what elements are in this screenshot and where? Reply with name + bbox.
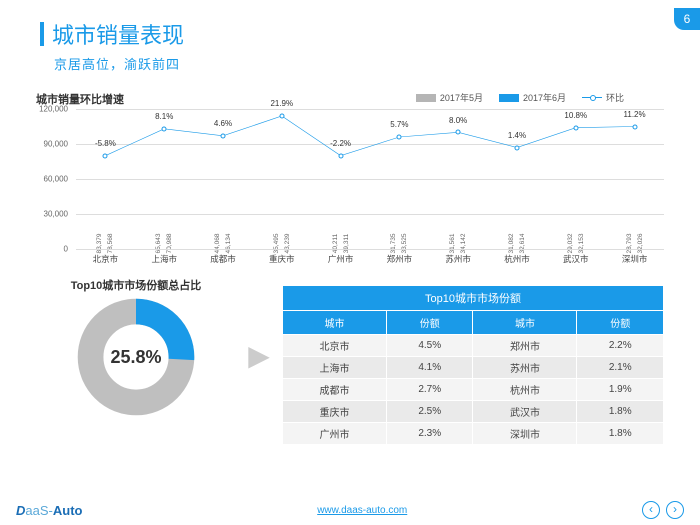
table-main-header: Top10城市市场份额 (283, 286, 664, 311)
line-point (397, 135, 402, 140)
line-point (103, 153, 108, 158)
donut-chart: 25.8% (76, 297, 196, 417)
table-row: 北京市4.5%郑州市2.2% (283, 335, 664, 357)
x-label: 武汉市 (546, 253, 605, 265)
pct-label: 1.4% (508, 131, 526, 140)
x-label: 深圳市 (605, 253, 664, 265)
pct-label: 8.1% (155, 112, 173, 121)
nav-next-icon[interactable]: › (666, 501, 684, 519)
title-accent-bar (40, 22, 44, 46)
line-point (632, 124, 637, 129)
table-row: 广州市2.3%深圳市1.8% (283, 423, 664, 445)
pct-label: 5.7% (390, 120, 408, 129)
table-col-header: 城市 (473, 311, 577, 335)
pct-label: 8.0% (449, 116, 467, 125)
legend-line-icon (582, 97, 602, 98)
legend-label-line: 环比 (606, 91, 624, 104)
legend-label-s2: 2017年6月 (523, 91, 566, 104)
page-number: 6 (674, 8, 700, 30)
nav-prev-icon[interactable]: ‹ (642, 501, 660, 519)
x-axis-labels: 北京市上海市成都市重庆市广州市郑州市苏州市杭州市武汉市深圳市 (76, 253, 664, 265)
legend-swatch-s2 (499, 94, 519, 102)
legend-label-s1: 2017年5月 (440, 91, 483, 104)
table-col-header: 份额 (386, 311, 473, 335)
footer-url[interactable]: www.daas-auto.com (317, 505, 407, 516)
chart-plot: 83,37978,568-5.8%65,64370,9888.1%44,0684… (76, 109, 664, 249)
chart-legend: 2017年5月 2017年6月 环比 (416, 91, 624, 104)
pct-label: 11.2% (624, 110, 646, 119)
bar-line-chart: 城市销量环比增速 2017年5月 2017年6月 环比 030,00060,00… (36, 91, 664, 271)
line-point (338, 153, 343, 158)
x-label: 北京市 (76, 253, 135, 265)
table-row: 上海市4.1%苏州市2.1% (283, 357, 664, 379)
line-point (220, 133, 225, 138)
logo: DaaS-Auto (16, 503, 82, 518)
table-row: 成都市2.7%杭州市1.9% (283, 379, 664, 401)
pct-label: 21.9% (270, 99, 293, 108)
slide-subtitle: 京居高位，渝跃前四 (54, 54, 700, 73)
x-label: 杭州市 (488, 253, 547, 265)
slide-footer: DaaS-Auto www.daas-auto.com ‹ › (0, 501, 700, 519)
line-point (456, 130, 461, 135)
table-col-header: 城市 (283, 311, 387, 335)
market-share-table: Top10城市市场份额城市份额城市份额北京市4.5%郑州市2.2%上海市4.1%… (282, 285, 664, 445)
pct-label: -2.2% (330, 139, 351, 148)
x-label: 成都市 (194, 253, 253, 265)
line-point (162, 126, 167, 131)
x-label: 广州市 (311, 253, 370, 265)
line-point (279, 114, 284, 119)
y-axis-labels: 030,00060,00090,000120,000 (36, 109, 72, 249)
x-label: 郑州市 (370, 253, 429, 265)
line-point (514, 145, 519, 150)
arrow-icon: ▶ (244, 295, 274, 415)
slide-title: 城市销量表现 (52, 18, 184, 50)
donut-center-value: 25.8% (76, 297, 196, 417)
table-col-header: 份额 (577, 311, 664, 335)
pct-label: 10.8% (564, 111, 587, 120)
table-row: 重庆市2.5%武汉市1.8% (283, 401, 664, 423)
legend-swatch-s1 (416, 94, 436, 102)
donut-section: Top10城市市场份额总占比 25.8% (36, 277, 236, 417)
pct-label: -5.8% (95, 139, 116, 148)
x-label: 苏州市 (429, 253, 488, 265)
x-label: 重庆市 (252, 253, 311, 265)
x-label: 上海市 (135, 253, 194, 265)
donut-title: Top10城市市场份额总占比 (36, 277, 236, 293)
line-point (573, 125, 578, 130)
slide-header: 城市销量表现 京居高位，渝跃前四 (0, 0, 700, 73)
pct-label: 4.6% (214, 119, 232, 128)
